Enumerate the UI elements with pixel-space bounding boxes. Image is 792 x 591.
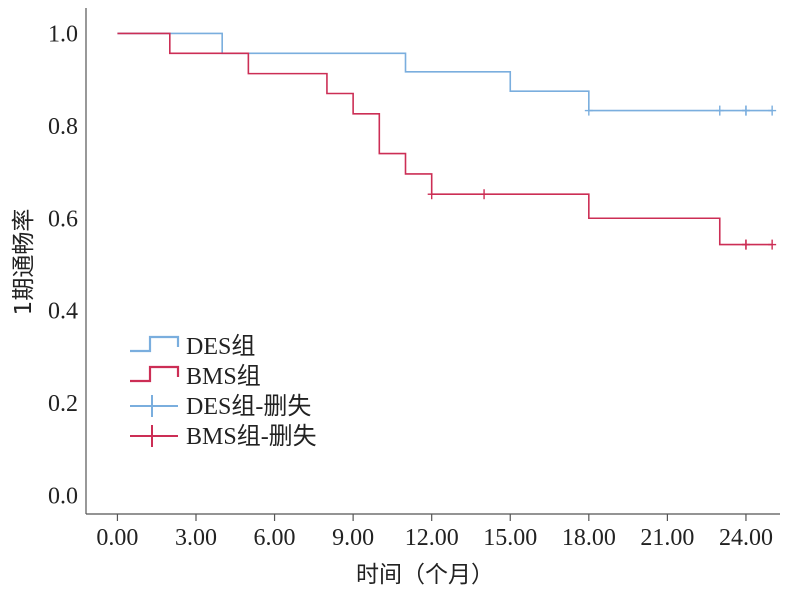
x-tick-label: 18.00 <box>562 525 616 551</box>
x-tick-label: 21.00 <box>640 525 694 551</box>
legend: DES组 BMS组 DES组-删失 BMS组-删失 <box>130 333 317 450</box>
series-line-des <box>117 32 773 112</box>
censor-mark <box>741 239 750 250</box>
x-tick-label: 0.00 <box>96 525 138 551</box>
y-axis-title: 1期通畅率 <box>11 209 37 316</box>
legend-item: BMS组-删失 <box>130 423 317 450</box>
x-ticks: 0.00 3.00 6.00 9.00 12.00 15.00 18.00 21.00 24.0… <box>96 514 773 551</box>
legend-item: DES组-删失 <box>130 393 311 420</box>
x-tick-label: 9.00 <box>332 525 374 551</box>
y-tick-label: 1.0 <box>48 21 78 47</box>
censor-mark <box>427 189 436 200</box>
series-line-bms <box>117 32 773 246</box>
censor-mark <box>480 189 489 200</box>
legend-step-symbol <box>130 365 180 383</box>
legend-label: BMS组-删失 <box>186 423 317 450</box>
y-ticks: 0.0 0.2 0.4 0.6 0.8 1.0 <box>48 21 78 509</box>
x-tick-label: 3.00 <box>175 525 217 551</box>
x-tick-label: 6.00 <box>254 525 296 551</box>
x-axis-title: 时间（个月） <box>356 562 494 588</box>
censor-mark <box>768 105 777 116</box>
censor-mark <box>768 239 777 250</box>
legend-item: DES组 <box>130 333 255 360</box>
y-tick-label: 0.4 <box>48 299 78 325</box>
series-layer <box>117 32 777 250</box>
censor-mark <box>584 105 593 116</box>
x-tick-label: 12.00 <box>405 525 459 551</box>
y-tick-label: 0.2 <box>48 391 78 417</box>
x-tick-label: 24.00 <box>719 525 773 551</box>
censor-mark <box>741 105 750 116</box>
legend-label: DES组 <box>186 333 255 360</box>
censor-mark <box>715 105 724 116</box>
legend-step-symbol <box>130 335 180 353</box>
y-tick-label: 0.0 <box>48 484 78 510</box>
legend-item: BMS组 <box>130 363 261 390</box>
y-tick-label: 0.6 <box>48 206 78 232</box>
x-tick-label: 15.00 <box>483 525 537 551</box>
legend-label: DES组-删失 <box>186 393 311 420</box>
axes <box>85 8 780 515</box>
legend-label: BMS组 <box>186 363 261 390</box>
y-tick-label: 0.8 <box>48 114 78 140</box>
